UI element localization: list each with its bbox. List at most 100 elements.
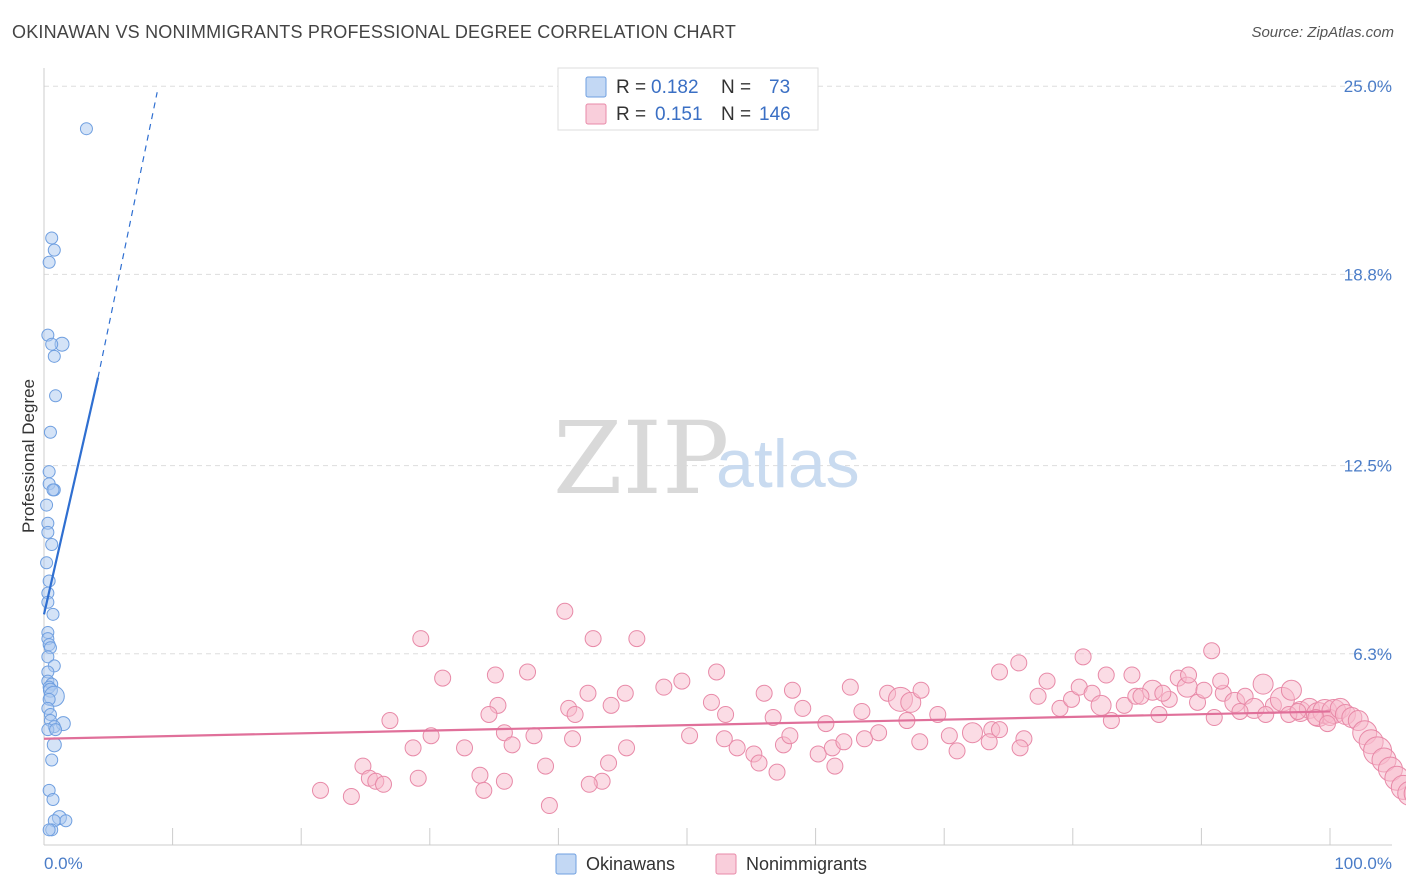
nonimmigrants-point <box>1203 642 1221 660</box>
watermark-zip: ZIP <box>553 400 729 517</box>
okinawans-point <box>42 255 56 269</box>
nonimmigrants-point <box>655 678 673 696</box>
legend-n-value-okinawans: 73 <box>769 77 790 98</box>
nonimmigrants-point <box>702 693 720 711</box>
nonimmigrants-point <box>409 769 427 787</box>
nonimmigrants-point <box>1318 715 1336 733</box>
nonimmigrants-point <box>948 742 966 760</box>
legend-swatch-okinawans <box>585 76 607 98</box>
nonimmigrants-point <box>961 722 983 744</box>
y-tick-labels: 6.3% 12.5% 18.8% 25.0% <box>1344 77 1392 664</box>
nonimmigrants-point <box>311 781 329 799</box>
y-tick-label: 6.3% <box>1353 645 1392 664</box>
okinawans-point <box>45 538 59 552</box>
okinawans-point <box>49 723 63 737</box>
nonimmigrants-point <box>841 678 859 696</box>
nonimmigrants-point <box>853 702 871 720</box>
legend-n-label-nonimmigrants: N = <box>721 104 751 125</box>
nonimmigrants-point <box>826 757 844 775</box>
okinawans-point <box>45 231 59 245</box>
zipatlas-watermark: ZIP atlas <box>553 400 860 517</box>
y-tick-label: 12.5% <box>1344 457 1392 476</box>
okinawans-point <box>45 337 59 351</box>
trend-lines <box>42 92 1331 740</box>
series-legend: Okinawans Nonimmigrants <box>555 853 867 875</box>
nonimmigrants-point <box>911 733 929 751</box>
nonimmigrants-point <box>794 699 812 717</box>
nonimmigrants-point <box>456 739 474 757</box>
axes <box>43 68 1392 846</box>
nonimmigrants-point <box>412 630 430 648</box>
nonimmigrants-point <box>817 715 835 733</box>
source-credit: Source: ZipAtlas.com <box>1251 24 1394 41</box>
nonimmigrants-point <box>584 630 602 648</box>
nonimmigrants-point <box>422 727 440 745</box>
okinawans-point <box>40 556 54 570</box>
nonimmigrants-point <box>1257 705 1275 723</box>
okinawans-trend-line <box>42 377 100 615</box>
nonimmigrants-point <box>783 681 801 699</box>
okinawans-point <box>79 122 93 136</box>
x-tick-label-max: 100.0% <box>1334 854 1392 873</box>
legend-n-value-nonimmigrants: 146 <box>759 104 791 125</box>
nonimmigrants-point <box>1154 684 1172 702</box>
okinawans-point <box>41 650 55 664</box>
nonimmigrants-point <box>929 705 947 723</box>
nonimmigrants-point <box>556 602 574 620</box>
nonimmigrants-point <box>750 754 768 772</box>
nonimmigrants-point <box>537 757 555 775</box>
nonimmigrants-point <box>1397 781 1406 806</box>
okinawans-point <box>46 792 60 806</box>
nonimmigrants-point <box>471 766 489 784</box>
nonimmigrants-point <box>519 663 537 681</box>
okinawans-point <box>47 349 61 363</box>
nonimmigrants-point <box>602 696 620 714</box>
nonimmigrants-point <box>870 724 888 742</box>
nonimmigrants-point <box>768 763 786 781</box>
nonimmigrants-point <box>855 730 873 748</box>
nonimmigrants-point <box>525 727 543 745</box>
nonimmigrants-point <box>835 733 853 751</box>
okinawans-point <box>46 483 60 497</box>
nonimmigrants-point <box>900 691 922 713</box>
nonimmigrants-point <box>580 775 598 793</box>
nonimmigrants-point <box>600 754 618 772</box>
y-tick-label: 18.8% <box>1344 265 1392 284</box>
nonimmigrants-point <box>1180 666 1198 684</box>
nonimmigrants-point <box>618 739 636 757</box>
legend-n-label-okinawans: N = <box>721 77 751 98</box>
nonimmigrants-point <box>673 672 691 690</box>
okinawans-point <box>41 525 55 539</box>
nonimmigrants-point <box>628 630 646 648</box>
nonimmigrants-point <box>1231 702 1249 720</box>
nonimmigrants-point <box>566 705 584 723</box>
nonimmigrants-point <box>375 775 393 793</box>
x-axis-ticks <box>172 828 1331 845</box>
nonimmigrants-point <box>1063 690 1081 708</box>
nonimmigrants-point <box>564 730 582 748</box>
okinawans-point <box>46 737 62 753</box>
nonimmigrants-point <box>1280 679 1302 701</box>
nonimmigrants-point <box>1097 666 1115 684</box>
okinawans-point <box>46 607 60 621</box>
legend-r-value-okinawans: 0.182 <box>651 77 699 98</box>
nonimmigrants-point <box>480 705 498 723</box>
legend-r-label-okinawans: R = <box>616 77 646 98</box>
okinawans-point <box>49 389 63 403</box>
nonimmigrants-point <box>990 721 1008 739</box>
nonimmigrants-point <box>1252 673 1274 695</box>
legend-r-label-nonimmigrants: R = <box>616 104 646 125</box>
nonimmigrants-point <box>809 745 827 763</box>
okinawans-point <box>42 823 56 837</box>
nonimmigrants-point <box>1123 666 1141 684</box>
x-tick-label-min: 0.0% <box>44 854 83 873</box>
nonimmigrants-point <box>342 787 360 805</box>
nonimmigrants-point <box>728 739 746 757</box>
nonimmigrants-point <box>1212 672 1230 690</box>
okinawans-trend-extension <box>97 92 158 378</box>
legend-swatch-nonimmigrants <box>585 103 607 125</box>
nonimmigrants-point <box>912 681 930 699</box>
okinawans-point <box>42 465 56 479</box>
nonimmigrants-point <box>715 730 733 748</box>
